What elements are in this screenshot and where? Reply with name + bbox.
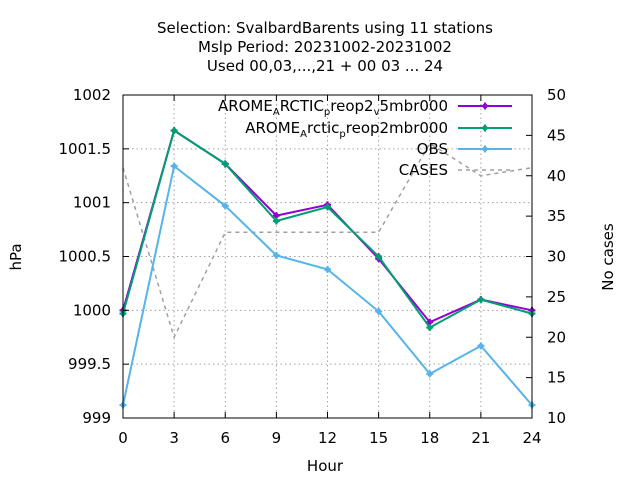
data-point (170, 127, 178, 135)
data-point (426, 324, 434, 332)
data-point (221, 202, 229, 210)
legend-label: AROMEArcticpreop2mbr000 (245, 119, 448, 140)
chart-title: Selection: SvalbardBarents using 11 stat… (157, 19, 493, 75)
data-point (272, 217, 280, 225)
y2-tick-label: 45 (547, 126, 566, 144)
y-tick-label: 1001 (73, 194, 111, 212)
data-point (477, 342, 485, 350)
y-tick-label: 1001.5 (59, 140, 112, 158)
y2-tick-label: 50 (547, 86, 566, 104)
x-tick-label: 15 (369, 429, 388, 447)
chart-title-line-3: Used 00,03,...,21 + 00 03 ... 24 (207, 57, 443, 75)
series-layer (119, 127, 536, 409)
y-tick-label: 999.5 (68, 355, 111, 373)
y2-tick-label: 20 (547, 328, 566, 346)
x-tick-label: 21 (471, 429, 490, 447)
x-axis-label: Hour (307, 457, 344, 475)
y-tick-label: 1000.5 (59, 248, 112, 266)
axes: 0 3 6 9 12 15 18 21 24 999 999.5 1000 1000.5 1001 1001… (59, 86, 567, 447)
data-point (324, 203, 331, 211)
chart-title-line-2: Mslp Period: 20231002-20231002 (198, 38, 452, 56)
x-tick-label: 0 (118, 429, 128, 447)
x-tick-label: 3 (169, 429, 179, 447)
data-point (375, 307, 383, 315)
x-tick-label: 12 (318, 429, 337, 447)
data-point (426, 370, 434, 378)
x-tick-label: 18 (420, 429, 439, 447)
y2-tick-label: 35 (547, 207, 566, 225)
grid (123, 95, 532, 418)
y2-tick-label: 25 (547, 288, 566, 306)
y2-tick-label: 15 (547, 369, 566, 387)
y-tick-label: 1002 (73, 86, 111, 104)
y2-tick-label: 40 (547, 167, 566, 185)
legend-marker (481, 102, 489, 110)
y-axis-label: hPa (7, 243, 25, 270)
legend-label: AROMEARCTICpreop2v5mbr000 (218, 97, 448, 118)
legend: AROMEARCTICpreop2v5mbr000AROMEArcticpreo… (218, 97, 512, 179)
legend-label: OBS (417, 140, 448, 158)
y2-tick-label: 30 (547, 248, 566, 266)
x-tick-label: 6 (220, 429, 230, 447)
chart-title-line-1: Selection: SvalbardBarents using 11 stat… (157, 19, 493, 37)
x-tick-label: 9 (272, 429, 282, 447)
y2-tick-label: 10 (547, 409, 566, 427)
legend-marker (481, 145, 489, 153)
data-point (375, 253, 383, 260)
x-tick-label: 24 (522, 429, 541, 447)
y-tick-label: 999 (82, 409, 111, 427)
data-point (477, 296, 485, 304)
series-line-cases-3 (122, 142, 533, 340)
data-point (221, 160, 229, 168)
legend-label: CASES (399, 161, 448, 179)
legend-marker (481, 124, 489, 132)
data-point (170, 162, 178, 170)
data-point (272, 251, 280, 259)
y2-axis-label: No cases (599, 223, 617, 291)
y-tick-label: 1000 (73, 301, 111, 319)
data-point (324, 265, 331, 273)
